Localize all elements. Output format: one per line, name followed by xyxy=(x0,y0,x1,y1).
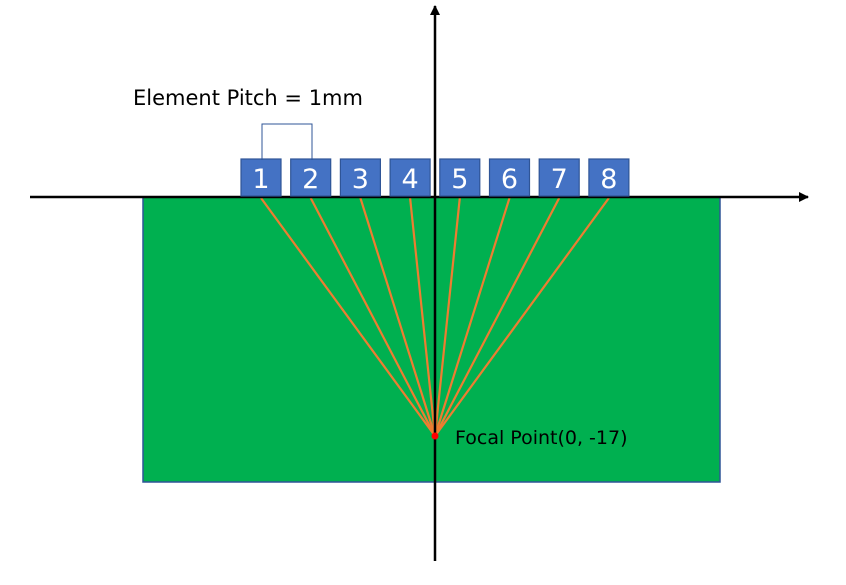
ray-6 xyxy=(433,197,511,437)
pitch-bracket xyxy=(261,123,313,160)
element-label: 6 xyxy=(501,164,518,195)
transducer-element-2: 2 xyxy=(290,158,332,197)
element-box xyxy=(240,158,282,197)
element-label: 4 xyxy=(402,164,419,195)
transducer-element-8: 8 xyxy=(588,158,630,197)
element-box xyxy=(538,158,580,197)
rays-group xyxy=(260,197,610,437)
ray-4 xyxy=(409,197,437,437)
element-label: 8 xyxy=(600,164,617,195)
medium-block xyxy=(142,196,721,483)
element-label: 5 xyxy=(451,164,468,195)
element-label: 2 xyxy=(302,164,319,195)
focal-point-label: Focal Point(0, -17) xyxy=(455,427,627,449)
element-box xyxy=(488,158,531,197)
ray-7 xyxy=(434,197,561,437)
transducer-element-7: 7 xyxy=(538,158,580,197)
ray-3 xyxy=(359,197,437,437)
element-box xyxy=(339,158,381,197)
transducer-element-6: 6 xyxy=(488,158,531,197)
pitch-label: Element Pitch = 1mm xyxy=(133,86,363,110)
transducer-element-3: 3 xyxy=(339,158,381,197)
transducer-element-4: 4 xyxy=(389,158,431,197)
ray-1 xyxy=(260,197,436,437)
ray-2 xyxy=(309,197,436,437)
element-box xyxy=(389,158,431,197)
ray-8 xyxy=(434,197,610,437)
element-box xyxy=(290,158,332,197)
element-box xyxy=(439,158,481,197)
focal-point-marker xyxy=(431,432,439,440)
transducer-element-1: 1 xyxy=(240,158,282,197)
transducer-array: 1 2 3 4 5 6 7 8 xyxy=(240,158,630,197)
element-box xyxy=(588,158,630,197)
element-label: 7 xyxy=(551,164,568,195)
element-label: 3 xyxy=(352,164,369,195)
ray-5 xyxy=(433,197,461,437)
transducer-element-5: 5 xyxy=(439,158,481,197)
element-label: 1 xyxy=(252,164,269,195)
